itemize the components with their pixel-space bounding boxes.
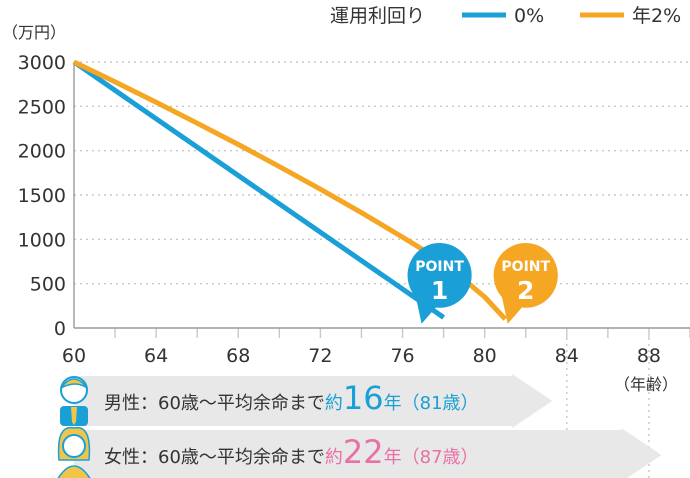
banner-years: 16 <box>343 379 384 417</box>
y-tick-label: 2500 <box>18 96 66 118</box>
legend-label-1: 0% <box>514 5 544 27</box>
banner-yaku: 約 <box>325 447 343 468</box>
woman-body <box>57 465 91 478</box>
y-unit-label: （万円） <box>2 23 66 42</box>
x-unit-label: （年齢） <box>614 375 678 394</box>
x-tick-label: 68 <box>226 345 250 367</box>
banner-arrow <box>74 374 553 428</box>
banner-suffix: （81歳） <box>402 393 479 414</box>
legend: 運用利回り 0% 年2% <box>330 5 681 27</box>
man-tie <box>71 407 77 425</box>
lifespan-banners: 男性：60歳～平均余命まで約16年（81歳）女性：60歳～平均余命まで約22年（… <box>57 374 662 478</box>
point-badge-number: 2 <box>517 276 534 305</box>
series-line-1 <box>72 59 446 320</box>
y-tick-label: 0 <box>54 318 66 340</box>
point-badge-label: POINT <box>415 259 464 275</box>
banner-text: 男性：60歳～平均余命まで約16年（81歳） <box>104 379 479 417</box>
banner-suffix: （87歳） <box>402 447 479 468</box>
x-tick-label: 60 <box>62 345 86 367</box>
banner-yaku: 約 <box>325 393 343 414</box>
x-tick-label: 64 <box>144 345 168 367</box>
grid <box>74 61 690 478</box>
banner-prefix: 女性：60歳～平均余命まで <box>104 447 325 468</box>
woman-head <box>62 434 86 458</box>
x-tick-label: 80 <box>473 345 497 367</box>
legend-label-2: 年2% <box>632 5 681 27</box>
axes: 0 500 1000 1500 2000 2500 3000 60 64 68 72 76 80 84 88… <box>2 23 690 394</box>
legend-title: 運用利回り <box>330 5 425 27</box>
point-badge-circle <box>493 243 558 308</box>
y-tick-label: 500 <box>30 274 66 296</box>
y-tick-label: 2000 <box>18 141 66 163</box>
x-tick-label: 84 <box>555 345 579 367</box>
y-tick-label: 1000 <box>18 229 66 251</box>
y-tick-label: 3000 <box>18 52 66 74</box>
banner-nen: 年 <box>384 393 402 414</box>
banner-arrow <box>74 428 662 478</box>
man-hair <box>60 378 88 389</box>
woman-icon <box>57 426 91 478</box>
banner-text: 女性：60歳～平均余命まで約22年（87歳） <box>104 433 479 471</box>
x-tick-label: 76 <box>390 345 414 367</box>
x-tick-label: 88 <box>637 345 661 367</box>
y-tick-label: 1500 <box>18 185 66 207</box>
man-icon <box>60 376 88 426</box>
point-badge-label: POINT <box>501 259 550 275</box>
banner-nen: 年 <box>384 447 402 468</box>
banner-prefix: 男性：60歳～平均余命まで <box>104 393 325 414</box>
point-badge-number: 1 <box>431 276 448 305</box>
point-badge-circle <box>407 243 472 308</box>
banner-2: 女性：60歳～平均余命まで約22年（87歳） <box>57 426 662 478</box>
banner-1: 男性：60歳～平均余命まで約16年（81歳） <box>60 374 553 428</box>
banner-years: 22 <box>343 433 384 471</box>
x-tick-label: 72 <box>308 345 332 367</box>
